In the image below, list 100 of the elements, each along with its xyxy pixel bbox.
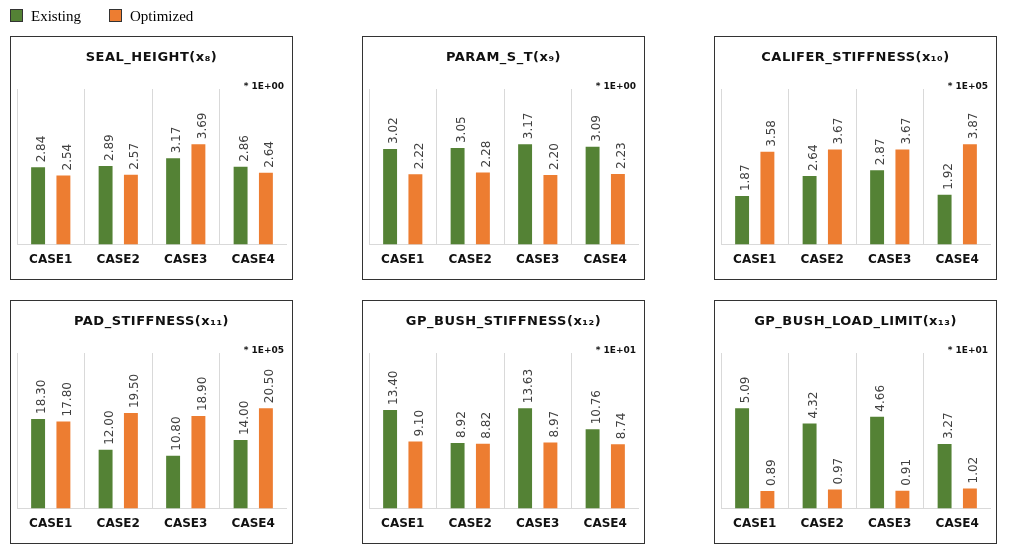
bar bbox=[383, 148, 398, 245]
bar bbox=[408, 174, 423, 245]
data-label: 1.92 bbox=[940, 163, 955, 190]
x-tick-label: CASE1 bbox=[29, 251, 73, 266]
data-label: 1.02 bbox=[966, 456, 981, 484]
text: * 1E+01 bbox=[947, 345, 988, 355]
chart-title: PARAM_S_T(x₉) bbox=[444, 49, 563, 64]
data-label: 17.80 bbox=[59, 382, 74, 417]
bar bbox=[98, 449, 113, 509]
x-tick-label: CASE4 bbox=[935, 251, 979, 266]
bar bbox=[123, 413, 138, 509]
data-label: 2.22 bbox=[411, 142, 426, 170]
data-label: 8.97 bbox=[546, 410, 561, 438]
x-tick-label: CASE4 bbox=[583, 515, 627, 530]
data-label: 3.58 bbox=[763, 120, 778, 147]
bar bbox=[31, 167, 46, 245]
text: * 1E+05 bbox=[947, 81, 988, 91]
data-label: 3.02 bbox=[386, 117, 401, 144]
text: * 1E+05 bbox=[243, 345, 284, 355]
x-tick-label: CASE2 bbox=[96, 251, 140, 266]
data-label: 0.97 bbox=[831, 457, 846, 485]
data-label: 8.92 bbox=[453, 411, 468, 438]
x-tick-label: CASE2 bbox=[448, 251, 492, 266]
bar bbox=[802, 176, 817, 245]
data-label: 2.86 bbox=[236, 135, 251, 162]
data-label: 8.82 bbox=[479, 411, 494, 439]
bar bbox=[760, 151, 775, 245]
bar bbox=[191, 144, 206, 245]
x-tick-label: CASE1 bbox=[381, 515, 425, 530]
data-label: 3.17 bbox=[521, 112, 536, 140]
data-label: 10.76 bbox=[588, 389, 603, 425]
data-label: 2.64 bbox=[805, 144, 820, 172]
bar bbox=[98, 165, 113, 245]
data-label: 3.87 bbox=[966, 112, 981, 140]
data-label: 3.69 bbox=[194, 112, 209, 140]
text: * 1E+01 bbox=[595, 345, 636, 355]
chart-title: GP_BUSH_LOAD_LIMIT(x₁₃) bbox=[753, 313, 958, 328]
bar bbox=[191, 416, 206, 509]
x-tick-label: CASE4 bbox=[935, 515, 979, 530]
data-label: 1.87 bbox=[738, 164, 753, 192]
bar bbox=[735, 196, 750, 245]
bar bbox=[258, 172, 273, 245]
bar bbox=[870, 416, 885, 509]
bar bbox=[610, 444, 625, 509]
data-label: 2.28 bbox=[479, 140, 494, 168]
data-label: 10.80 bbox=[169, 416, 184, 451]
data-label: 8.74 bbox=[614, 412, 629, 440]
legend-label: Optimized bbox=[129, 8, 194, 25]
x-tick-label: CASE2 bbox=[448, 515, 492, 530]
x-tick-label: CASE4 bbox=[231, 515, 275, 530]
bar bbox=[543, 442, 558, 509]
x-tick-label: CASE1 bbox=[381, 251, 425, 266]
bar bbox=[760, 491, 775, 509]
bar bbox=[166, 455, 181, 509]
data-label: 13.63 bbox=[521, 368, 536, 404]
bar bbox=[56, 175, 71, 245]
data-label: 3.67 bbox=[831, 117, 846, 145]
data-label: 3.17 bbox=[169, 126, 184, 154]
bar bbox=[735, 408, 750, 509]
data-label: 3.67 bbox=[898, 117, 913, 145]
data-label: 2.57 bbox=[127, 142, 142, 170]
bar bbox=[518, 408, 533, 509]
bar bbox=[937, 444, 952, 509]
bar bbox=[475, 172, 490, 245]
bar bbox=[166, 158, 181, 245]
x-tick-label: CASE3 bbox=[868, 251, 912, 266]
chart-title: PAD_STIFFNESS(x₁₁) bbox=[72, 313, 231, 328]
data-label: 20.50 bbox=[262, 368, 277, 404]
data-label: 2.84 bbox=[34, 135, 49, 163]
bar bbox=[233, 440, 248, 509]
data-label: 2.89 bbox=[101, 134, 116, 161]
data-label: 2.23 bbox=[614, 142, 629, 169]
bar bbox=[56, 421, 71, 509]
bar bbox=[475, 443, 490, 509]
data-label: 2.20 bbox=[546, 143, 561, 170]
x-tick-label: CASE3 bbox=[516, 251, 560, 266]
data-label: 0.91 bbox=[898, 458, 913, 486]
x-tick-label: CASE4 bbox=[231, 251, 275, 266]
bar bbox=[962, 488, 977, 509]
bar bbox=[408, 441, 423, 509]
bar bbox=[962, 144, 977, 245]
x-tick-label: CASE3 bbox=[164, 251, 208, 266]
x-tick-label: CASE2 bbox=[96, 515, 140, 530]
data-label: 9.10 bbox=[411, 409, 426, 437]
x-tick-label: CASE3 bbox=[164, 515, 208, 530]
x-tick-label: CASE1 bbox=[733, 515, 777, 530]
data-label: 13.40 bbox=[386, 370, 401, 405]
data-label: 14.00 bbox=[236, 400, 251, 436]
bar bbox=[827, 489, 842, 509]
data-label: 3.05 bbox=[453, 116, 468, 144]
bar bbox=[258, 408, 273, 509]
bar bbox=[895, 149, 910, 245]
data-label: 5.09 bbox=[738, 376, 753, 404]
data-label: 2.64 bbox=[262, 141, 277, 168]
x-tick-label: CASE2 bbox=[800, 251, 844, 266]
bar bbox=[870, 170, 885, 245]
data-label: 18.90 bbox=[194, 376, 209, 412]
data-label: 2.54 bbox=[59, 143, 74, 171]
bar bbox=[895, 490, 910, 509]
legend-label: Existing bbox=[30, 8, 82, 25]
